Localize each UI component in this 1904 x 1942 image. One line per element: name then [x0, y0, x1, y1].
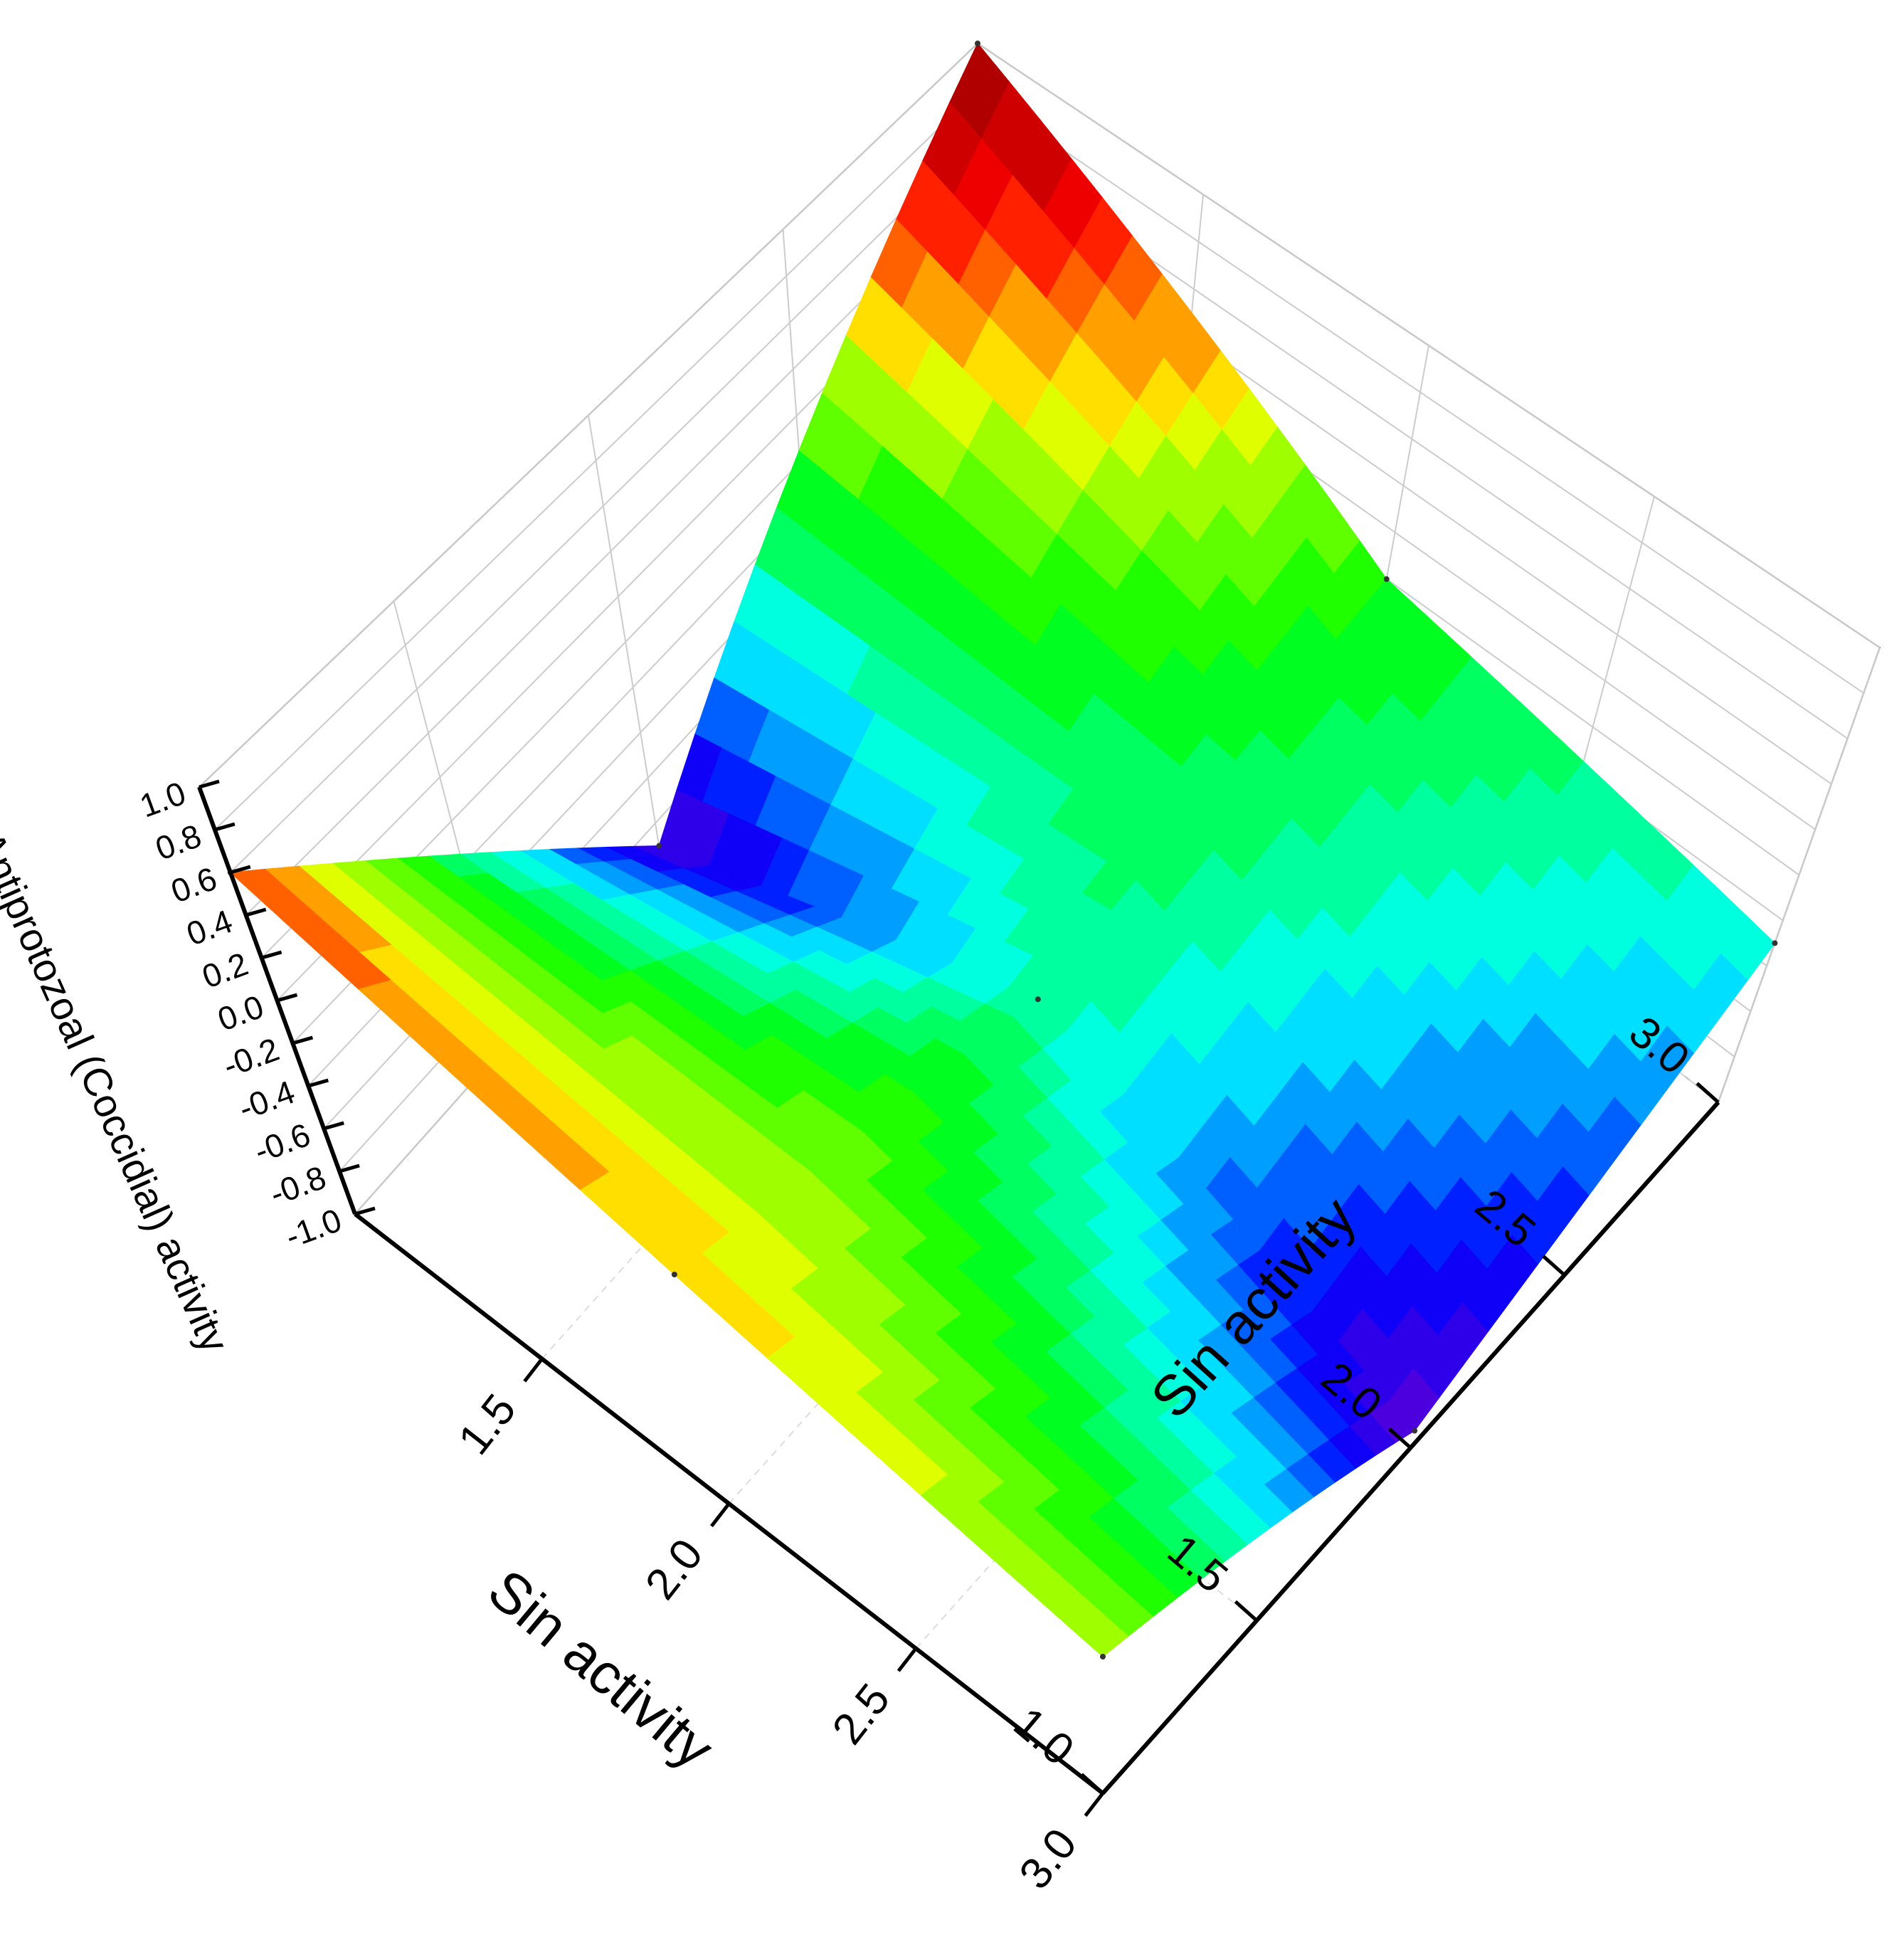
tick: [1696, 1082, 1720, 1104]
tick: [1084, 1792, 1104, 1817]
tick: [354, 1206, 376, 1216]
z-tick-label: 0.8: [151, 817, 206, 867]
z-tick-label: 0.2: [197, 945, 253, 996]
x-tick-label: 2.5: [823, 1675, 899, 1753]
surface-vertex: [1035, 996, 1041, 1003]
z-tick-label: -0.6: [250, 1116, 315, 1170]
surface-patch: [1072, 1609, 1129, 1657]
grid-line: [588, 415, 664, 869]
tick: [292, 1035, 314, 1045]
surface-vertex: [1412, 1428, 1418, 1434]
y-tick-label: 1.0: [1005, 1698, 1083, 1775]
z-tick-label: 0.4: [181, 902, 237, 953]
z-tick-label: -0.4: [234, 1073, 300, 1127]
grid-line: [1718, 647, 1881, 1103]
x-tick-label: 1.5: [449, 1386, 525, 1464]
tick: [339, 1163, 360, 1173]
surface-vertex: [671, 1272, 677, 1277]
tick: [323, 1121, 344, 1131]
z-axis-title: Antiprotozoal (Coccidial) activity: [0, 825, 238, 1359]
tick: [1542, 1255, 1566, 1277]
tick: [214, 822, 236, 832]
tick: [1387, 1428, 1412, 1450]
z-tick-label: 1.0: [135, 774, 191, 825]
surface-vertex: [656, 843, 662, 849]
surface-vertex: [975, 41, 980, 46]
z-tick-label: -1.0: [280, 1201, 346, 1255]
tick: [523, 1357, 544, 1383]
z-tick-label: -0.8: [265, 1159, 330, 1213]
surface-vertex: [1100, 1654, 1106, 1659]
surface-vertex: [1383, 576, 1390, 582]
x-tick-label: 3.0: [1010, 1820, 1086, 1898]
tick: [897, 1647, 918, 1672]
z-tick-label: 0.6: [166, 860, 221, 910]
tick: [307, 1078, 329, 1088]
tick: [1080, 1773, 1104, 1795]
tick: [260, 950, 282, 960]
x-tick-label: 2.0: [636, 1530, 712, 1608]
surface-vertex: [1772, 940, 1778, 946]
tick: [276, 993, 298, 1003]
tick: [710, 1502, 731, 1528]
surface: [227, 41, 1778, 1659]
tick: [1234, 1600, 1258, 1622]
tick: [230, 865, 251, 875]
z-tick-label: 0.0: [213, 988, 268, 1038]
tick: [199, 779, 220, 789]
z-tick-label: -0.2: [218, 1030, 284, 1085]
tick: [245, 907, 267, 917]
